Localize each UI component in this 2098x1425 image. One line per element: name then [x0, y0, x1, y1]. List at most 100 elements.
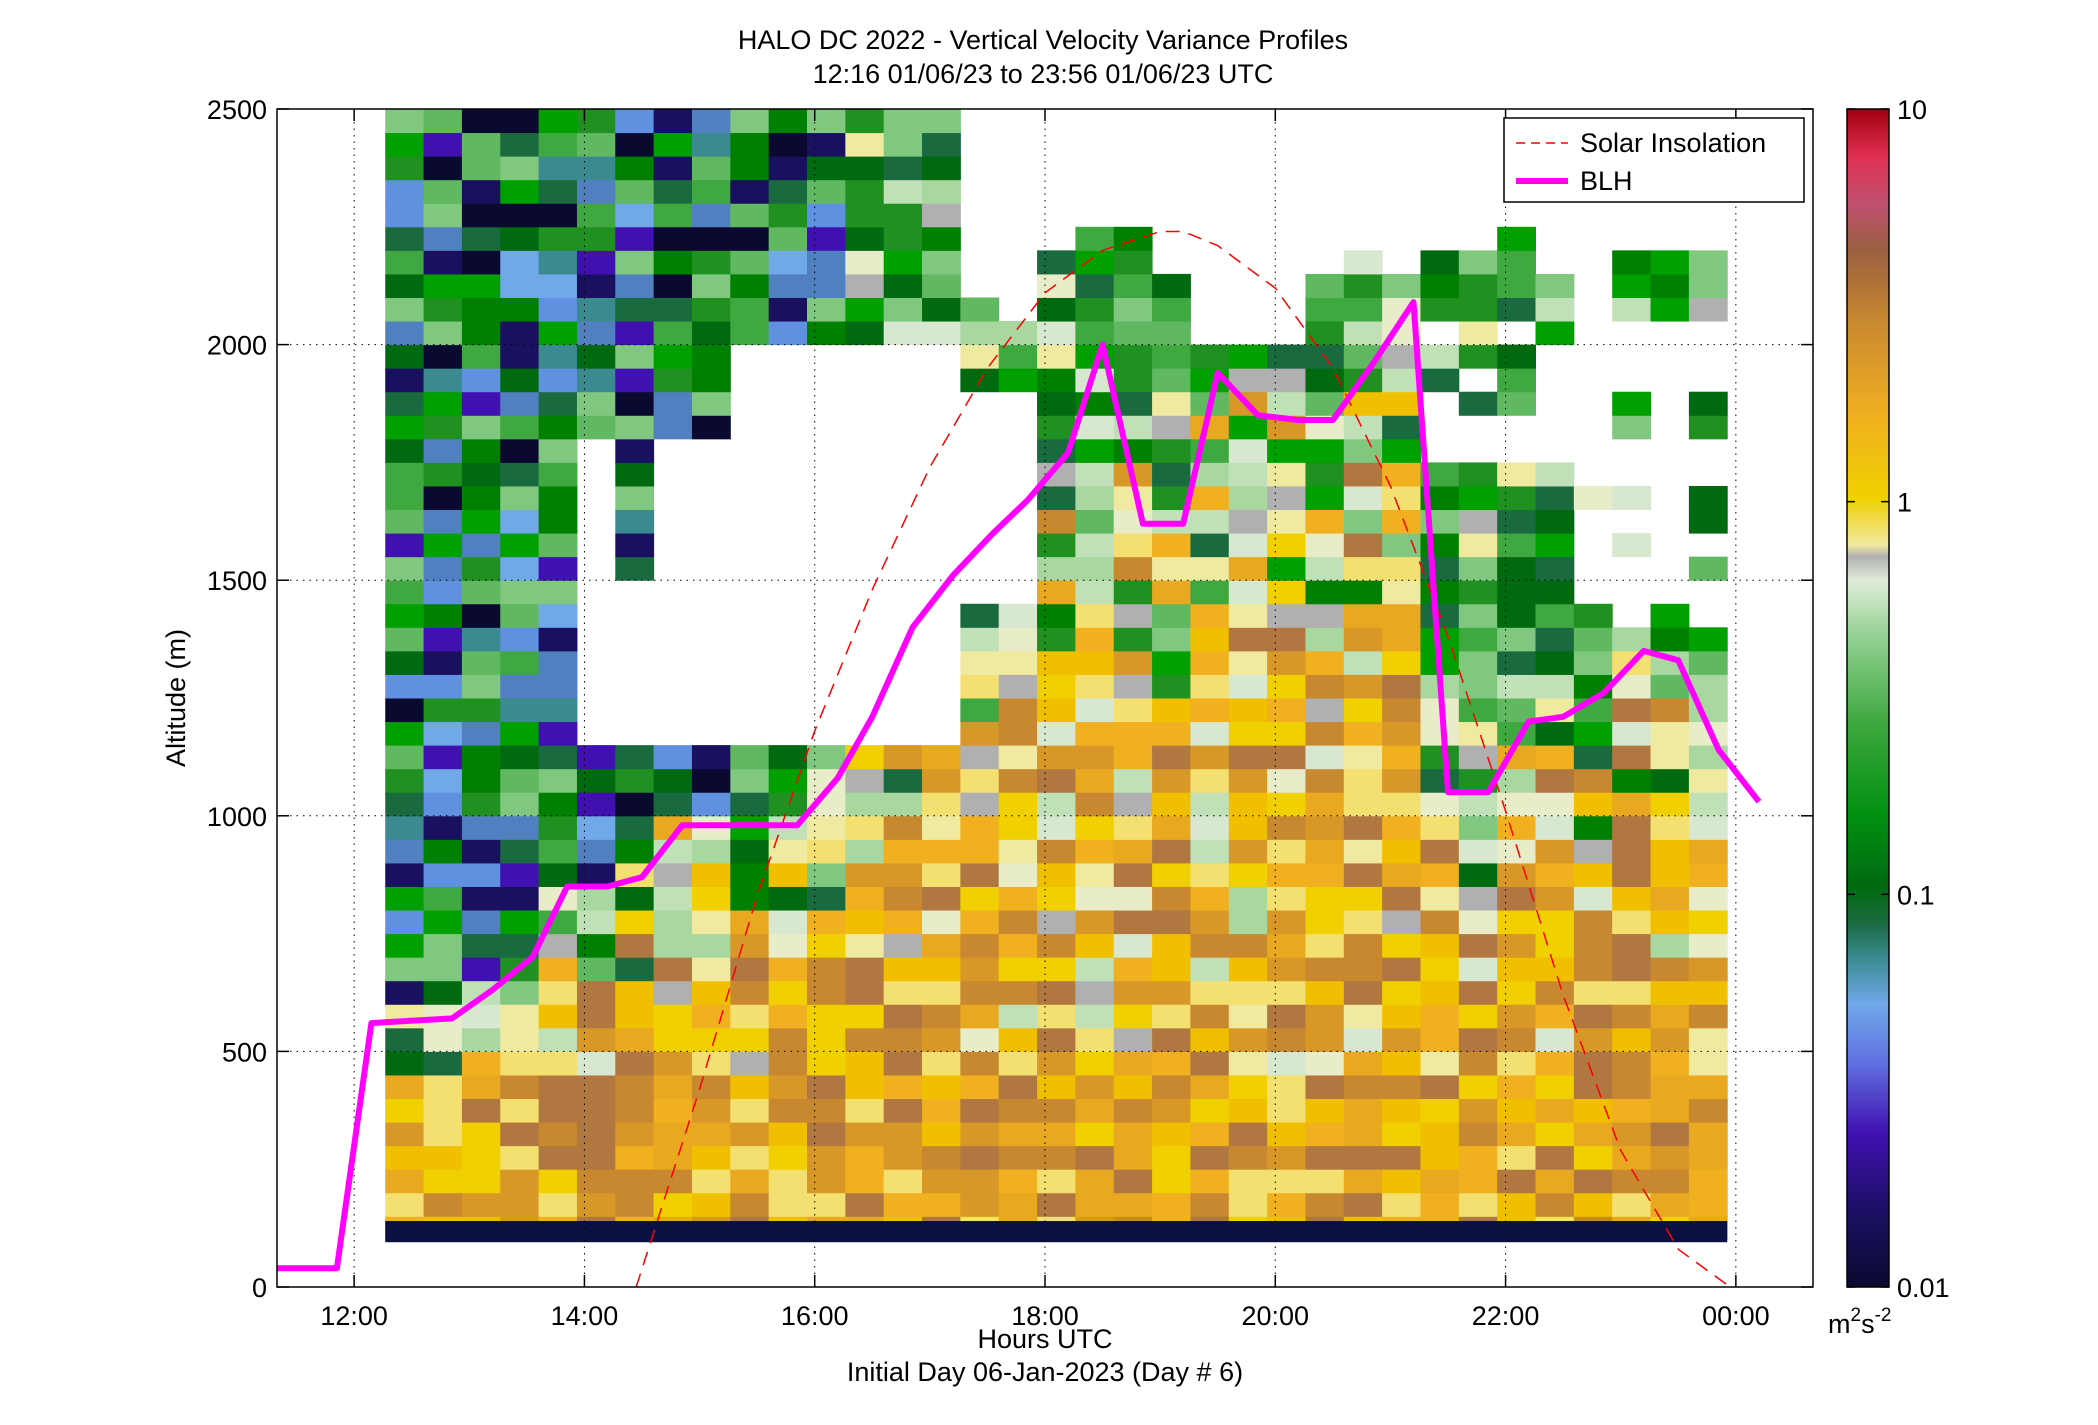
- heatmap-cell: [1305, 485, 1345, 511]
- heatmap-cell: [538, 957, 578, 982]
- heatmap-cell: [1612, 815, 1652, 840]
- heatmap-cell: [653, 1027, 693, 1052]
- heatmap-cell: [998, 886, 1038, 911]
- heatmap-cell: [1343, 509, 1383, 534]
- heatmap-cell: [1152, 1074, 1191, 1100]
- heatmap-cell: [653, 226, 693, 251]
- colorbar-tick-label: 10: [1897, 95, 1927, 125]
- heatmap-cell: [1037, 980, 1076, 1005]
- heatmap-cell: [615, 933, 655, 958]
- heatmap-cell: [1650, 1098, 1690, 1123]
- heatmap-cell: [1688, 509, 1728, 534]
- heatmap-cell: [500, 415, 540, 440]
- heatmap-cell: [1612, 297, 1652, 322]
- heatmap-cell: [576, 109, 616, 134]
- heatmap-cell: [1382, 980, 1421, 1005]
- heatmap-cell: [1305, 792, 1345, 817]
- heatmap-cell: [1228, 1122, 1268, 1147]
- heatmap-cell: [1305, 556, 1345, 581]
- heatmap-cell: [615, 132, 655, 157]
- x-tick-label: 16:00: [781, 1301, 849, 1331]
- heatmap-cell: [1382, 1145, 1421, 1170]
- heatmap-cell: [1075, 462, 1115, 487]
- heatmap-cell: [1688, 839, 1728, 864]
- heatmap-cell: [1190, 650, 1230, 675]
- heatmap-cell: [1343, 556, 1383, 581]
- heatmap-cell: [423, 1145, 463, 1170]
- heatmap-cell: [1458, 580, 1498, 605]
- heatmap-cell: [1152, 1027, 1191, 1052]
- heatmap-cell: [1267, 1169, 1306, 1194]
- heatmap-cell: [461, 957, 501, 982]
- heatmap-cell: [1688, 1051, 1728, 1076]
- heatmap-cell: [1497, 674, 1537, 699]
- heatmap-cell: [960, 933, 1000, 958]
- heatmap-cell: [807, 297, 846, 322]
- heatmap-cell: [1113, 344, 1153, 369]
- heatmap-cell: [385, 415, 425, 440]
- heatmap-cell: [1113, 862, 1153, 887]
- heatmap-cell: [1152, 886, 1191, 911]
- heatmap-cell: [1113, 1098, 1153, 1123]
- heatmap-cell: [615, 1004, 655, 1029]
- heatmap-cell: [960, 1051, 1000, 1076]
- heatmap-cell: [1497, 1169, 1537, 1194]
- heatmap-cell: [1458, 910, 1498, 935]
- heatmap-cell: [807, 109, 846, 134]
- heatmap-cell: [883, 862, 923, 887]
- heatmap-cell: [385, 509, 425, 534]
- heatmap-cell: [1113, 226, 1153, 251]
- heatmap-cell: [960, 1192, 1000, 1217]
- heatmap-cell: [1497, 933, 1537, 958]
- heatmap-cell: [576, 273, 616, 298]
- heatmap-cell: [1382, 674, 1421, 699]
- heatmap-cell: [1497, 1074, 1537, 1100]
- heatmap-cell: [576, 1098, 616, 1123]
- heatmap-cell: [461, 415, 501, 440]
- heatmap-cell: [423, 179, 463, 204]
- heatmap-cell: [615, 886, 655, 911]
- heatmap-cell: [653, 957, 693, 982]
- heatmap-cell: [1305, 698, 1345, 723]
- heatmap-cell: [1152, 297, 1191, 322]
- heatmap-cell: [1573, 627, 1613, 652]
- heatmap-cell: [1458, 509, 1498, 534]
- heatmap-cell: [845, 1192, 885, 1217]
- heatmap-cell: [423, 886, 463, 911]
- heatmap-cell: [423, 344, 463, 369]
- legend-box: [1503, 117, 1805, 203]
- heatmap-cell: [998, 745, 1038, 770]
- heatmap-cell: [1113, 1004, 1153, 1029]
- heatmap-cell: [615, 980, 655, 1005]
- heatmap-cell: [1573, 1004, 1613, 1029]
- heatmap-cell: [691, 1027, 731, 1052]
- heatmap-cell: [538, 1051, 578, 1076]
- heatmap-cell: [998, 721, 1038, 746]
- heatmap-cell: [1113, 980, 1153, 1005]
- heatmap-cell: [461, 768, 501, 793]
- heatmap-cell: [730, 792, 770, 817]
- heatmap-cell: [1305, 815, 1345, 840]
- heatmap-cell: [1382, 462, 1421, 487]
- heatmap-cell: [1113, 1169, 1153, 1194]
- heatmap-cell: [615, 297, 655, 322]
- heatmap-cell: [1037, 674, 1076, 699]
- heatmap-cell: [960, 721, 1000, 746]
- heatmap-cell: [500, 1074, 540, 1100]
- heatmap-cell: [845, 1145, 885, 1170]
- heatmap-cell: [385, 179, 425, 204]
- heatmap-cell: [576, 368, 616, 393]
- heatmap-cell: [768, 321, 808, 346]
- heatmap-cell: [385, 862, 425, 887]
- heatmap-cell: [1497, 391, 1537, 416]
- heatmap-cell: [423, 815, 463, 840]
- heatmap-cell: [1535, 1098, 1575, 1123]
- heatmap-cell: [576, 344, 616, 369]
- heatmap-cell: [1650, 674, 1690, 699]
- heatmap-cell: [1037, 1098, 1076, 1123]
- heatmap-cell: [653, 792, 693, 817]
- heatmap-cell: [768, 1098, 808, 1123]
- heatmap-cell: [1420, 1004, 1460, 1029]
- heatmap-cell: [998, 957, 1038, 982]
- heatmap-cell: [845, 109, 885, 134]
